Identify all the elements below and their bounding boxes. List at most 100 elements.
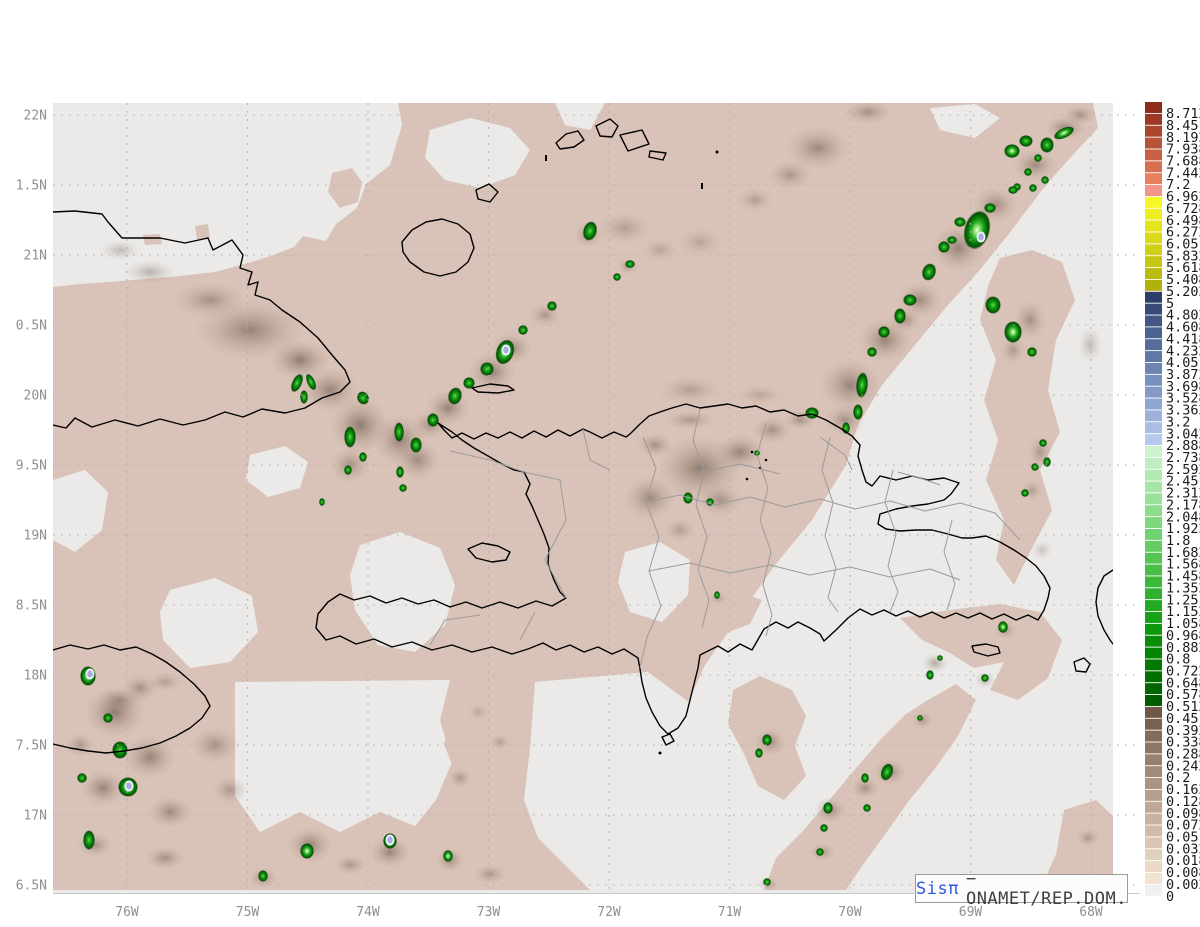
colorbar-label: 0.288 bbox=[1166, 747, 1200, 763]
colorbar-cell bbox=[1145, 422, 1162, 434]
convective-cell bbox=[447, 387, 463, 405]
colorbar-cell bbox=[1145, 279, 1162, 291]
convective-cell bbox=[1021, 489, 1029, 497]
convective-cell bbox=[937, 655, 943, 661]
convective-cell bbox=[290, 373, 304, 393]
cuba-coastline bbox=[53, 210, 351, 429]
colorbar-label: 7.938 bbox=[1166, 142, 1200, 158]
colorbar-cell bbox=[1145, 149, 1162, 161]
colorbar-label: 2.048 bbox=[1166, 509, 1200, 525]
convective-cell bbox=[359, 452, 367, 462]
y-axis-label: 17N bbox=[24, 809, 47, 824]
brown-maximum bbox=[98, 688, 142, 712]
colorbar-label: 6.962 bbox=[1166, 189, 1200, 205]
convective-cell bbox=[300, 843, 314, 859]
colorbar-cell bbox=[1145, 611, 1162, 623]
brown-maximum bbox=[1078, 327, 1102, 363]
colorbar-label: 0.002 bbox=[1166, 877, 1200, 893]
brown-maximum bbox=[624, 476, 676, 520]
convective-cell bbox=[755, 748, 763, 758]
puerto-rico-coastline bbox=[1095, 569, 1113, 645]
y-axis-label: 22N bbox=[24, 109, 47, 124]
convective-cell bbox=[863, 804, 871, 812]
brown-maximum bbox=[642, 238, 678, 262]
colorbar-cell bbox=[1145, 872, 1162, 884]
convective-cell bbox=[1008, 186, 1018, 194]
colorbar-cell bbox=[1145, 671, 1162, 683]
colorbar-label: 0.242 bbox=[1166, 758, 1200, 774]
convective-cell bbox=[625, 260, 635, 268]
clear-hole bbox=[350, 532, 455, 652]
convective-cell bbox=[518, 325, 528, 335]
brown-maximum bbox=[191, 727, 239, 763]
shaded-field-layer bbox=[53, 103, 1113, 891]
convective-cell bbox=[399, 484, 407, 492]
convective-cell bbox=[903, 294, 917, 306]
colorbar-label: 4.802 bbox=[1166, 308, 1200, 324]
colorbar-cell bbox=[1145, 778, 1162, 789]
colorbar-label: 3.528 bbox=[1166, 391, 1200, 407]
colorbar-cell bbox=[1145, 303, 1162, 315]
convective-cell bbox=[1027, 347, 1037, 357]
clear-hole bbox=[246, 446, 308, 497]
colorbar-cell bbox=[1145, 766, 1162, 778]
convective-cell bbox=[300, 390, 308, 404]
extreme-core bbox=[87, 670, 93, 678]
clear-hole bbox=[930, 104, 1000, 138]
colorbar-cell bbox=[1145, 339, 1162, 351]
brown-maximum bbox=[820, 359, 880, 411]
brown-maximum bbox=[474, 864, 506, 884]
brown-maximum bbox=[396, 440, 440, 480]
convective-cell bbox=[855, 372, 869, 398]
colorbar-label: 1.25 bbox=[1166, 592, 1199, 608]
admin-line bbox=[897, 471, 941, 486]
colorbar-cell bbox=[1145, 493, 1162, 505]
colorbar-label: 1.352 bbox=[1166, 580, 1200, 596]
brown-maximum bbox=[175, 282, 245, 318]
brown-maximum bbox=[334, 855, 366, 875]
colorbar-label: 5.832 bbox=[1166, 248, 1200, 264]
convective-cell bbox=[853, 404, 863, 420]
convective-cell bbox=[319, 498, 325, 506]
x-axis-label: 75W bbox=[236, 905, 260, 920]
colorbar-label: 0.128 bbox=[1166, 794, 1200, 810]
mona-island bbox=[1073, 657, 1091, 673]
brown-maximum bbox=[660, 376, 720, 404]
brown-maximum bbox=[124, 735, 176, 779]
colorbar-cell bbox=[1145, 434, 1162, 446]
brown-maximum bbox=[100, 240, 140, 260]
colorbar-cell bbox=[1145, 884, 1162, 896]
colorbar-cell bbox=[1145, 695, 1162, 706]
colorbar-label: 5.408 bbox=[1166, 272, 1200, 288]
great-inagua-island bbox=[401, 218, 475, 277]
convective-cell bbox=[1034, 154, 1042, 162]
colorbar-cell bbox=[1145, 173, 1162, 185]
colorbar-label: 4.418 bbox=[1166, 331, 1200, 347]
convective-cell bbox=[998, 621, 1008, 633]
convective-cell bbox=[463, 377, 475, 389]
province-boundaries-layer bbox=[429, 408, 1021, 669]
colorbar-label: 8.192 bbox=[1166, 130, 1200, 146]
colorbar-cell bbox=[1145, 552, 1162, 564]
convective-cell bbox=[410, 437, 422, 453]
brown-maximum bbox=[922, 653, 948, 673]
clear-hole bbox=[235, 680, 452, 832]
colorbar-label: 0.8 bbox=[1166, 652, 1190, 668]
extreme-core bbox=[126, 782, 132, 790]
hispaniola-coastline bbox=[315, 403, 1051, 735]
brown-maximum bbox=[125, 260, 175, 284]
admin-line bbox=[819, 436, 853, 471]
tan-shade-patch bbox=[980, 250, 1075, 585]
colorbar-label: 7.2 bbox=[1166, 177, 1190, 193]
brown-maximum bbox=[448, 768, 472, 788]
caicos-islands bbox=[555, 118, 667, 161]
brown-maximum bbox=[1013, 149, 1057, 181]
colorbar-label: 1.058 bbox=[1166, 616, 1200, 632]
convective-cell bbox=[1029, 184, 1037, 192]
colorbar-label: 3.042 bbox=[1166, 426, 1200, 442]
brown-maximum bbox=[147, 672, 183, 692]
colorbar-cell bbox=[1145, 742, 1162, 754]
colorbar-label: 6.728 bbox=[1166, 201, 1200, 217]
colorbar-cell bbox=[1145, 528, 1162, 540]
